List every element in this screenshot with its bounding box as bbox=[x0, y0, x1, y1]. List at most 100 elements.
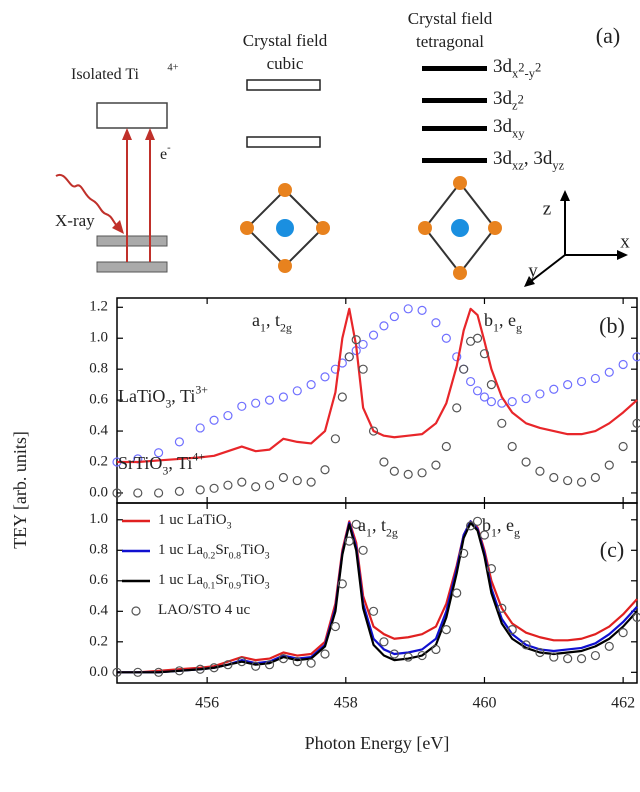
label-part: Sr bbox=[215, 542, 228, 558]
data-point bbox=[460, 365, 468, 373]
panel-label: (c) bbox=[600, 537, 624, 562]
data-point bbox=[536, 467, 544, 475]
level-label: 3dz2 bbox=[493, 88, 524, 112]
arrow-head bbox=[122, 128, 132, 140]
tetragonal-level bbox=[422, 66, 487, 71]
data-point bbox=[238, 402, 246, 410]
data-point bbox=[578, 378, 586, 386]
y-axis-label: TEY [arb. units] bbox=[10, 431, 30, 549]
data-point bbox=[390, 467, 398, 475]
label-part: 0.2 bbox=[203, 551, 215, 562]
data-point bbox=[605, 642, 613, 650]
data-point bbox=[453, 404, 461, 412]
label-part: , t bbox=[266, 310, 280, 330]
data-point bbox=[404, 305, 412, 313]
data-point bbox=[487, 381, 495, 389]
data-point bbox=[591, 652, 599, 660]
label-part: 3 bbox=[265, 551, 270, 562]
diagram-label: cubic bbox=[267, 54, 304, 73]
label-part: , 3d bbox=[524, 148, 553, 169]
data-point bbox=[536, 390, 544, 398]
label-part: yz bbox=[552, 159, 564, 173]
y-tick-label: 1.0 bbox=[89, 330, 108, 346]
y-tick-label: 0.4 bbox=[89, 603, 108, 619]
annotation: SrTiO3, Ti4+ bbox=[118, 449, 205, 477]
data-point bbox=[293, 387, 301, 395]
label-part: a bbox=[252, 310, 260, 330]
annotation: b1, eg bbox=[482, 515, 520, 539]
data-point bbox=[370, 331, 378, 339]
annotation: LaTiO3, Ti3+ bbox=[118, 382, 208, 410]
label-part: b bbox=[482, 515, 491, 535]
data-point bbox=[474, 334, 482, 342]
label-part: 0.8 bbox=[229, 551, 241, 562]
x-tick-label: 462 bbox=[611, 695, 635, 712]
data-point bbox=[380, 638, 388, 646]
label-part: TiO bbox=[241, 542, 265, 558]
data-point bbox=[550, 473, 558, 481]
x-tick-label: 456 bbox=[195, 695, 219, 712]
data-point bbox=[345, 353, 353, 361]
label-part: 4+ bbox=[167, 63, 178, 74]
label-part: 2 bbox=[518, 92, 524, 106]
diagram-label: Crystal field bbox=[408, 9, 493, 28]
diagram-label: Isolated Ti 4+ bbox=[71, 63, 179, 83]
data-point bbox=[619, 443, 627, 451]
legend-label: LAO/STO 4 uc bbox=[158, 602, 251, 618]
label-part: 3d bbox=[493, 88, 513, 109]
legend-label: 1 uc La0.1Sr0.9TiO3 bbox=[158, 572, 270, 591]
x-axis-label: Photon Energy [eV] bbox=[305, 733, 450, 753]
y-tick-label: 1.2 bbox=[89, 299, 108, 315]
data-point bbox=[619, 629, 627, 637]
label-part: 3d bbox=[493, 116, 513, 137]
data-point bbox=[474, 387, 482, 395]
y-tick-label: 0.8 bbox=[89, 361, 108, 377]
label-part: a bbox=[358, 515, 366, 535]
data-point bbox=[442, 626, 450, 634]
data-point bbox=[550, 385, 558, 393]
data-point bbox=[338, 393, 346, 401]
label-part: , t bbox=[372, 515, 386, 535]
data-point bbox=[564, 477, 572, 485]
data-point bbox=[564, 655, 572, 663]
y-tick-label: 0.2 bbox=[89, 453, 108, 469]
data-point bbox=[252, 483, 260, 491]
y-tick-label: 0.6 bbox=[89, 392, 108, 408]
x-tick-label: 458 bbox=[334, 695, 358, 712]
label-part: xy bbox=[512, 127, 525, 141]
data-point bbox=[404, 470, 412, 478]
data-point bbox=[578, 478, 586, 486]
data-point bbox=[331, 623, 339, 631]
data-point bbox=[432, 461, 440, 469]
data-point bbox=[321, 650, 329, 658]
label-part: Isolated Ti bbox=[71, 66, 140, 83]
label-part: 3 bbox=[265, 581, 270, 592]
label-part: , Ti bbox=[171, 386, 195, 406]
data-point bbox=[266, 396, 274, 404]
y-tick-label: 0.0 bbox=[89, 664, 108, 680]
y-tick-label: 0.0 bbox=[89, 484, 108, 500]
data-point bbox=[522, 458, 530, 466]
annotation: b1, eg bbox=[484, 310, 522, 334]
data-point bbox=[155, 489, 163, 497]
data-point bbox=[307, 478, 315, 486]
data-point bbox=[498, 419, 506, 427]
data-point bbox=[591, 374, 599, 382]
label-part: TiO bbox=[241, 572, 265, 588]
data-point bbox=[432, 645, 440, 653]
data-point bbox=[196, 424, 204, 432]
ti-atom bbox=[451, 219, 469, 237]
label-part: , e bbox=[497, 515, 514, 535]
empty-level bbox=[97, 103, 167, 128]
data-point bbox=[467, 378, 475, 386]
data-point bbox=[591, 473, 599, 481]
data-point bbox=[359, 365, 367, 373]
data-point bbox=[196, 486, 204, 494]
data-point bbox=[605, 368, 613, 376]
page: (a)Isolated Ti4+Crystal fieldcubicCrysta… bbox=[0, 0, 640, 792]
tetragonal-level bbox=[422, 158, 487, 163]
annotation: a1, t2g bbox=[252, 310, 292, 334]
label-part: xz bbox=[512, 159, 524, 173]
data-point bbox=[453, 589, 461, 597]
arrow-head bbox=[145, 128, 155, 140]
